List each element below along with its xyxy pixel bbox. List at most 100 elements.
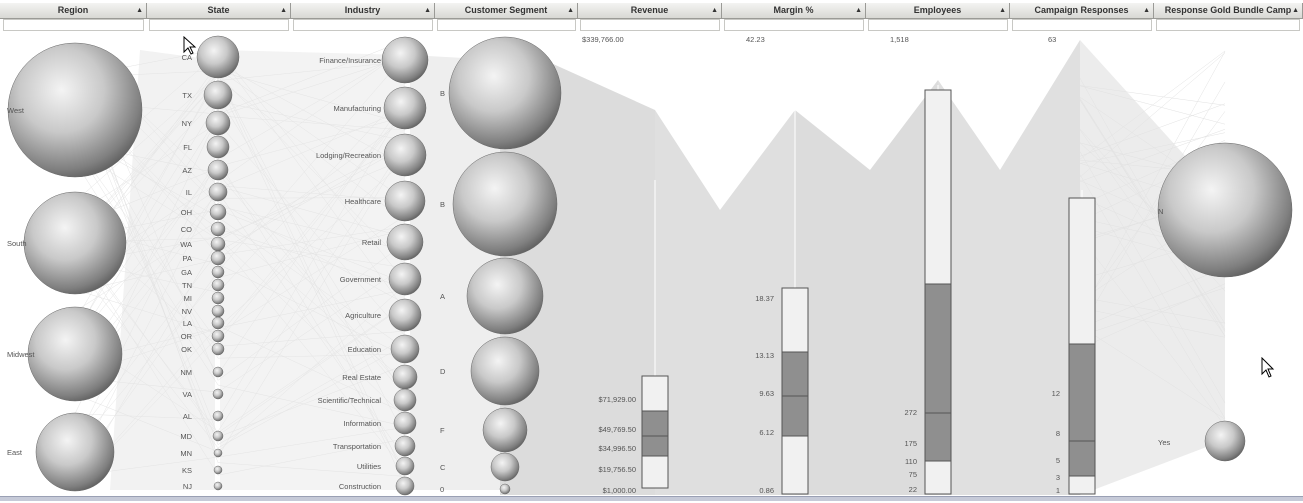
margin-max-label: 42.23 <box>746 35 765 44</box>
sort-arrow-icon[interactable]: ▲ <box>711 7 718 14</box>
campaign-tick-label: 12 <box>1052 389 1060 398</box>
segment-bubble <box>499 483 511 495</box>
column-header-bar: Region ▲ State ▲ Industry ▲ Customer Segmen… <box>0 3 1303 19</box>
revenue-tick-label: $19,756.50 <box>598 465 636 474</box>
revenue-tick-label: $34,996.50 <box>598 444 636 453</box>
column-header-region[interactable]: Region ▲ <box>0 3 147 18</box>
state-label: OH <box>181 208 192 217</box>
state-label: NY <box>182 119 192 128</box>
state-label: AZ <box>182 166 192 175</box>
state-label: NM <box>180 368 192 377</box>
segment-bubble <box>470 336 540 406</box>
sort-arrow-icon[interactable]: ▲ <box>1143 7 1150 14</box>
margin-tick-label: 13.13 <box>755 351 774 360</box>
filter-segment[interactable] <box>437 19 576 31</box>
column-header-state[interactable]: State ▲ <box>147 3 291 18</box>
fan-state-industry <box>220 50 405 490</box>
data-line <box>1079 287 1226 337</box>
revenue-max-label: $339,766.00 <box>582 35 624 44</box>
column-header-revenue[interactable]: Revenue ▲ <box>578 3 722 18</box>
industry-label: Healthcare <box>345 197 381 206</box>
response-label: Yes <box>1158 438 1170 447</box>
sort-arrow-icon[interactable]: ▲ <box>567 7 574 14</box>
data-line <box>1079 85 1226 106</box>
state-bubble <box>212 366 224 378</box>
filter-response[interactable] <box>1156 19 1300 31</box>
state-label: AL <box>183 412 192 421</box>
sort-arrow-icon[interactable]: ▲ <box>280 7 287 14</box>
sort-arrow-icon[interactable]: ▲ <box>136 7 143 14</box>
fan-margin-employees <box>795 80 938 495</box>
industry-bubble <box>383 86 427 130</box>
state-label: NJ <box>183 482 192 491</box>
sort-arrow-icon[interactable]: ▲ <box>1292 7 1299 14</box>
state-bubble <box>212 430 224 442</box>
employees-box-iqr <box>924 283 952 462</box>
segment-bubble <box>452 151 558 257</box>
segment-bubble <box>482 407 528 453</box>
data-line <box>1079 103 1226 157</box>
fan-employees-campaign <box>938 40 1080 495</box>
data-line <box>74 109 406 359</box>
filter-region[interactable] <box>3 19 144 31</box>
campaign-max-label: 63 <box>1048 35 1056 44</box>
employees-tick-label: 272 <box>904 408 917 417</box>
filter-campaign[interactable] <box>1012 19 1152 31</box>
segment-label: B <box>440 89 445 98</box>
state-label: KS <box>182 466 192 475</box>
data-line <box>1079 81 1226 331</box>
region-axis: West South Midwest East <box>7 42 143 492</box>
state-label: CO <box>181 225 192 234</box>
state-bubble <box>211 316 225 330</box>
employees-tick-label: 110 <box>905 457 917 466</box>
data-line <box>1079 307 1226 338</box>
state-bubble <box>196 35 240 79</box>
data-line <box>1079 99 1226 324</box>
state-bubble <box>213 465 223 475</box>
data-line <box>1079 132 1226 164</box>
revenue-tick-label: $49,769.50 <box>598 425 636 434</box>
fan-campaign-response <box>1080 40 1225 495</box>
state-label: OK <box>181 345 192 354</box>
state-label: OR <box>181 332 193 341</box>
state-label: NV <box>182 307 192 316</box>
segment-bubble <box>490 452 520 482</box>
data-line <box>74 79 406 486</box>
sort-arrow-icon[interactable]: ▲ <box>855 7 862 14</box>
column-header-industry[interactable]: Industry ▲ <box>291 3 435 18</box>
filter-employees[interactable] <box>868 19 1008 31</box>
filter-state[interactable] <box>149 19 289 31</box>
industry-axis: Finance/Insurance Manufacturing Lodging/Re… <box>316 36 429 496</box>
column-header-employees[interactable]: Employees ▲ <box>866 3 1010 18</box>
data-line <box>1079 174 1226 419</box>
data-line <box>1079 236 1226 427</box>
column-header-customer-segment[interactable]: Customer Segment ▲ <box>435 3 578 18</box>
revenue-box-iqr <box>641 410 669 457</box>
employees-max-label: 1,518 <box>890 35 909 44</box>
margin-box-iqr <box>781 351 809 437</box>
industry-label: Retail <box>362 238 382 247</box>
data-line <box>1079 296 1226 324</box>
data-line <box>74 50 406 444</box>
fan-margin-revenue <box>655 110 795 495</box>
sort-arrow-icon[interactable]: ▲ <box>424 7 431 14</box>
filter-revenue[interactable] <box>580 19 720 31</box>
sort-arrow-icon[interactable]: ▲ <box>999 7 1006 14</box>
column-header-response-gold-bundle[interactable]: Response Gold Bundle Camp ▲ <box>1154 3 1303 18</box>
industry-label: Lodging/Recreation <box>316 151 381 160</box>
data-line <box>1079 129 1226 337</box>
column-header-margin[interactable]: Margin % ▲ <box>722 3 866 18</box>
filter-margin[interactable] <box>724 19 864 31</box>
industry-bubble <box>388 298 422 332</box>
region-label: Midwest <box>7 350 35 359</box>
data-line <box>1079 51 1226 316</box>
campaign-tick-label: 5 <box>1056 456 1060 465</box>
industry-label: Agriculture <box>345 311 381 320</box>
column-header-campaign-responses[interactable]: Campaign Responses ▲ <box>1010 3 1154 18</box>
segment-label: B <box>440 200 445 209</box>
segment-label: D <box>440 367 446 376</box>
numeric-axes: $339,766.00 $71,929.00 $49,769.50 $34,996.5… <box>582 35 1096 495</box>
filter-industry[interactable] <box>293 19 433 31</box>
margin-tick-label: 18.37 <box>755 294 774 303</box>
